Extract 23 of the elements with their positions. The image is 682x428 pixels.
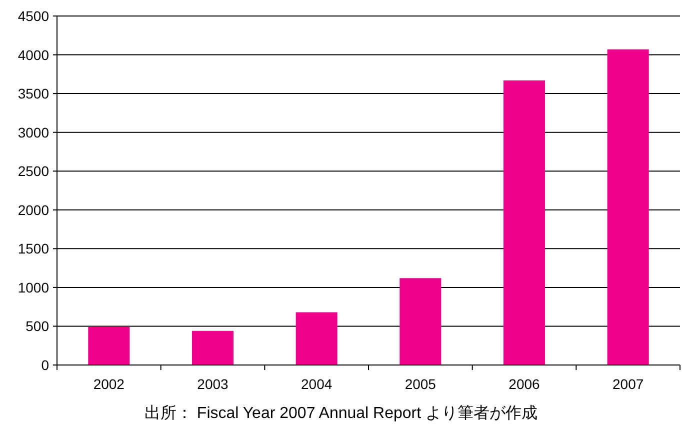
bar <box>296 312 338 365</box>
y-tick-label: 4500 <box>18 8 50 24</box>
text: 出所： Fiscal Year 2007 Annual Report より筆者が作成 <box>144 404 538 422</box>
y-tick-label: 0 <box>41 357 50 373</box>
bar <box>400 278 442 365</box>
y-tick-label: 2000 <box>18 202 50 218</box>
bar <box>88 327 130 365</box>
y-tick-label: 1500 <box>18 240 50 257</box>
y-tick-label: 1000 <box>18 279 50 296</box>
x-tick-label: 2003 <box>197 376 229 392</box>
y-tick-label: 500 <box>26 318 50 334</box>
bar <box>607 49 649 365</box>
y-tick-label: 2500 <box>18 163 50 180</box>
x-tick-label: 2002 <box>93 376 125 392</box>
x-tick-label: 2004 <box>301 376 332 392</box>
y-tick-label: 3000 <box>18 124 50 140</box>
y-tick-label: 4000 <box>18 46 50 63</box>
x-tick-label: 2005 <box>404 376 436 392</box>
bar <box>503 80 546 365</box>
y-tick-label: 3500 <box>18 86 50 102</box>
bar <box>192 330 234 365</box>
x-tick-label: 2007 <box>612 376 644 392</box>
x-tick-label: 2006 <box>508 376 540 392</box>
